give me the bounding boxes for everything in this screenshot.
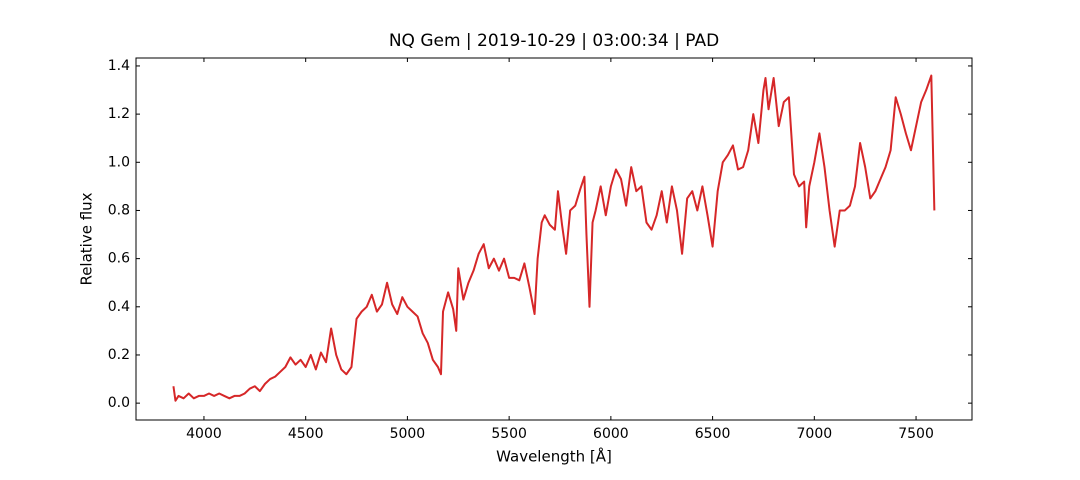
chart-title: NQ Gem | 2019-10-29 | 03:00:34 | PAD [389, 31, 719, 51]
y-tick-label: 0.6 [108, 251, 130, 267]
y-tick-label: 1.2 [108, 106, 130, 122]
y-tick-label: 0.4 [108, 299, 130, 315]
y-axis-label: Relative flux [78, 192, 96, 285]
y-tick-label: 1.4 [108, 58, 130, 74]
x-axis-label: Wavelength [Å] [496, 447, 612, 466]
x-tick-label: 7500 [898, 426, 934, 442]
x-tick-label: 5500 [491, 426, 527, 442]
spectrum-line [172, 74, 936, 402]
y-tick-label: 0.8 [108, 202, 130, 218]
y-tick-label: 0.0 [108, 395, 130, 411]
x-tick-label: 4000 [186, 426, 222, 442]
plot-frame [135, 57, 973, 421]
x-tick-label: 6500 [695, 426, 731, 442]
x-tick-label: 4500 [288, 426, 324, 442]
x-tick-label: 5000 [390, 426, 426, 442]
x-tick-label: 7000 [797, 426, 833, 442]
y-tick-label: 0.2 [108, 347, 130, 363]
x-tick-label: 6000 [593, 426, 629, 442]
y-tick-label: 1.0 [108, 154, 130, 170]
